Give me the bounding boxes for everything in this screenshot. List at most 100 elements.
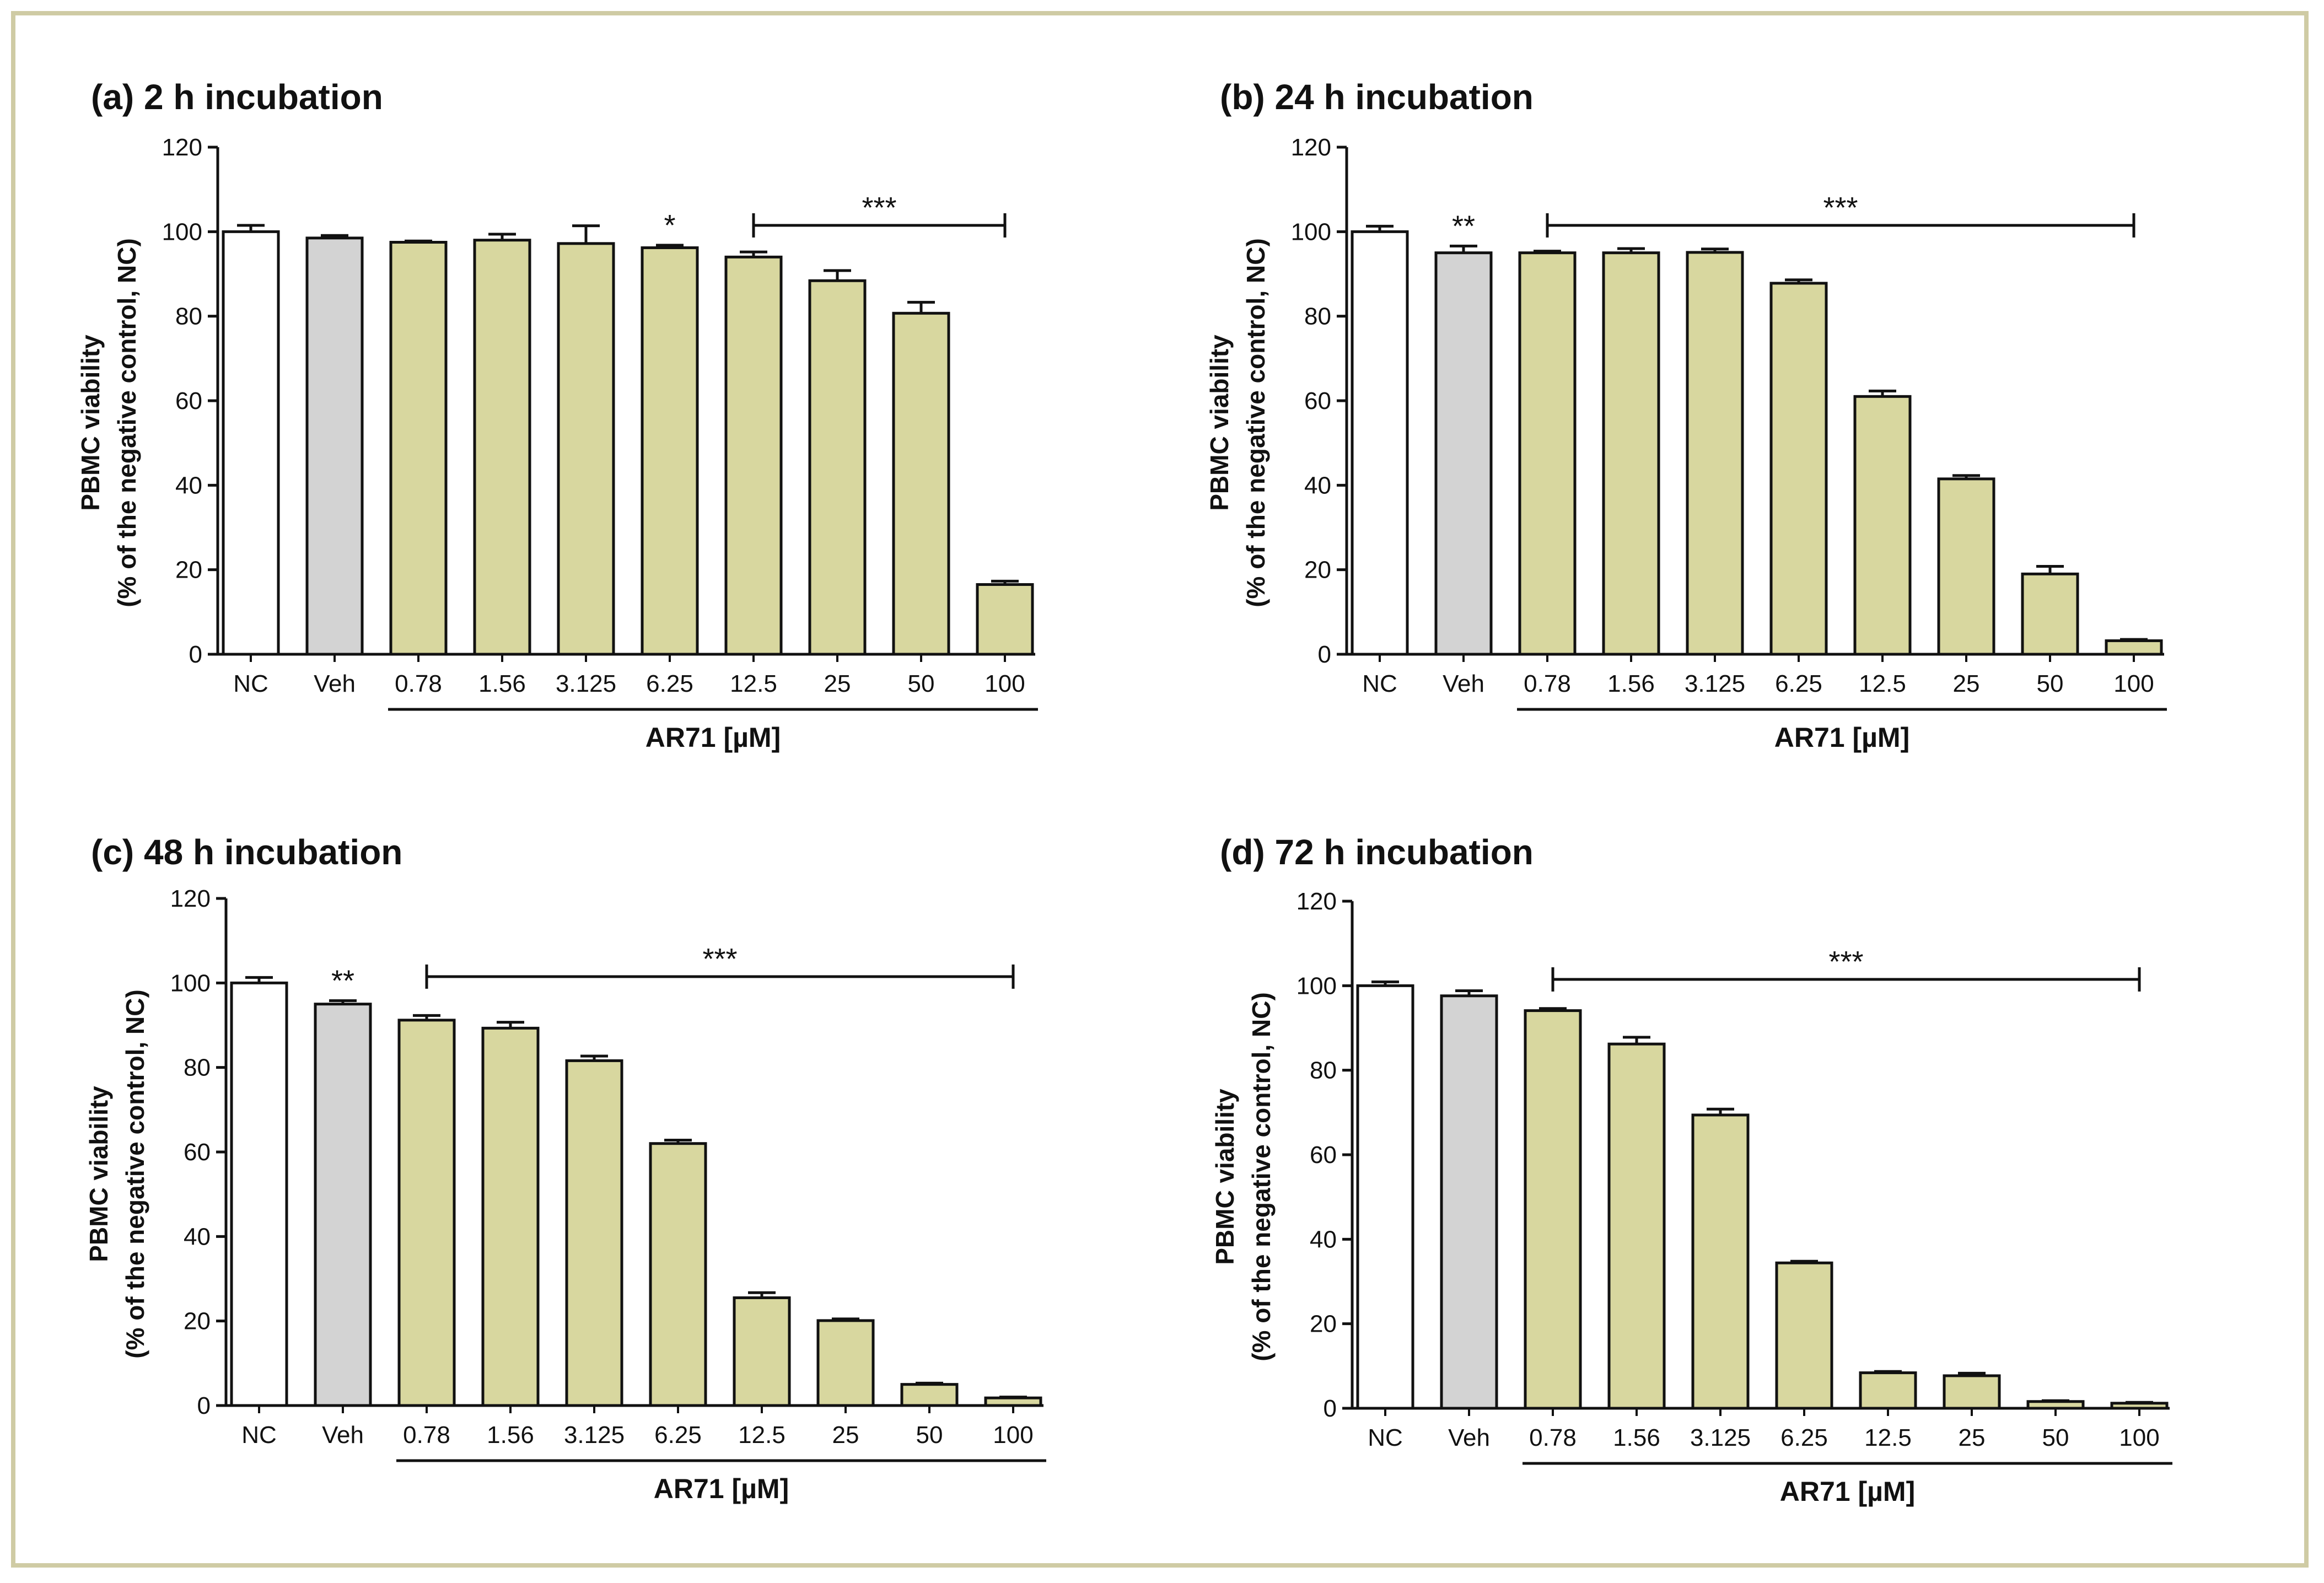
y-axis-label-line1: PBMC viability	[1205, 335, 1234, 511]
bar-12.5	[724, 255, 783, 656]
bar-Veh	[1440, 994, 1498, 1410]
x-tick-label: 100	[2119, 1424, 2159, 1451]
y-tick-label: 100	[1291, 218, 1331, 245]
x-tick-label: 1.56	[1607, 670, 1655, 697]
y-tick-label: 120	[1297, 888, 1337, 915]
bar-0.78	[389, 241, 448, 656]
y-axis-label-line2: (% of the negative control, NC)	[121, 989, 149, 1359]
bar-NC	[1351, 230, 1409, 656]
x-tick-label: 50	[916, 1422, 943, 1449]
bar-1.56	[1607, 1042, 1666, 1410]
bar-6.25	[1769, 282, 1828, 656]
bar-25	[808, 279, 867, 656]
y-tick-label: 100	[170, 970, 211, 997]
bar-0.78	[397, 1019, 456, 1407]
x-tick-label: NC	[233, 670, 268, 697]
bar-50	[2021, 572, 2079, 656]
bar-12.5	[733, 1296, 791, 1407]
x-tick-label: 0.78	[1524, 670, 1571, 697]
y-tick-label: 20	[175, 557, 202, 584]
panel-title: (d) 72 h incubation	[1220, 832, 1534, 872]
x-tick-label: 0.78	[1529, 1424, 1577, 1451]
x-tick-label: 100	[993, 1422, 1033, 1449]
y-tick-label: 120	[1291, 134, 1331, 161]
y-tick-label: 40	[184, 1223, 211, 1250]
significance-marker: **	[1452, 209, 1475, 243]
x-tick-label: 50	[2042, 1424, 2069, 1451]
y-tick-label: 100	[1297, 972, 1337, 999]
chart-panel-b: (b) 24 h incubation 0 20 40 60 80 100 120 PBMC v…	[1205, 77, 2167, 753]
y-tick-label: 60	[1310, 1142, 1337, 1169]
bar-Veh	[305, 236, 364, 656]
y-tick-label: 120	[170, 885, 211, 912]
bar-100	[2105, 639, 2163, 656]
significance-marker: ***	[1828, 945, 1863, 978]
y-tick-label: 40	[175, 472, 202, 499]
bar-1.56	[1602, 251, 1660, 656]
bar-12.5	[1853, 395, 1912, 656]
x-tick-label: 3.125	[1685, 670, 1745, 697]
y-tick-label: 80	[184, 1054, 211, 1081]
x-tick-label: Veh	[1448, 1424, 1490, 1451]
chart-panel-c: (c) 48 h incubation 0 20 40 60 80 100 120 PBMC v…	[84, 832, 1046, 1504]
bar-NC	[222, 230, 280, 656]
bar-NC	[1356, 984, 1414, 1410]
y-tick-label: 100	[162, 218, 202, 245]
x-tick-label: 12.5	[1859, 670, 1906, 697]
x-tick-label: 1.56	[478, 670, 526, 697]
x-tick-label: 25	[832, 1422, 859, 1449]
x-tick-label: 3.125	[556, 670, 616, 697]
bar-100	[976, 583, 1034, 656]
bar-3.125	[565, 1059, 623, 1407]
bar-Veh	[314, 1003, 372, 1407]
bar-100	[984, 1396, 1042, 1407]
x-axis-label: AR71 [µM]	[654, 1473, 789, 1504]
bar-3.125	[1691, 1113, 1750, 1410]
y-tick-label: 0	[1324, 1395, 1337, 1422]
bar-0.78	[1518, 251, 1577, 656]
bar-3.125	[557, 242, 615, 656]
bar-100	[2110, 1402, 2169, 1410]
x-tick-label: Veh	[322, 1422, 364, 1449]
x-tick-label: NC	[1362, 670, 1397, 697]
x-tick-label: 3.125	[564, 1422, 625, 1449]
x-tick-label: 1.56	[487, 1422, 534, 1449]
y-axis-label: PBMC viability (% of the negative control…	[76, 238, 141, 607]
x-tick-label: 25	[824, 670, 851, 697]
y-tick-label: 120	[162, 134, 202, 161]
x-tick-label: 1.56	[1613, 1424, 1660, 1451]
significance-marker: **	[331, 965, 354, 998]
bar-25	[816, 1319, 875, 1407]
y-axis-label: PBMC viability (% of the negative control…	[84, 989, 149, 1359]
bar-6.25	[649, 1142, 707, 1407]
x-tick-label: Veh	[1443, 670, 1484, 697]
y-axis-label: PBMC viability (% of the negative control…	[1205, 238, 1270, 607]
y-tick-label: 60	[175, 387, 202, 414]
x-tick-label: 50	[908, 670, 935, 697]
significance-marker: ***	[702, 943, 737, 976]
x-tick-label: 100	[2113, 670, 2154, 697]
x-tick-label: 0.78	[395, 670, 442, 697]
y-tick-label: 40	[1310, 1226, 1337, 1253]
significance-marker: *	[664, 209, 675, 242]
y-tick-label: 0	[197, 1392, 211, 1419]
x-tick-label: 50	[2037, 670, 2064, 697]
bar-50	[892, 311, 950, 656]
y-tick-label: 80	[1304, 303, 1331, 330]
bar-0.78	[1524, 1009, 1582, 1410]
bar-1.56	[481, 1026, 540, 1407]
x-tick-label: 25	[1959, 1424, 1986, 1451]
x-tick-label: 6.25	[1775, 670, 1822, 697]
bar-12.5	[1859, 1371, 1917, 1410]
y-axis-label-line2: (% of the negative control, NC)	[112, 238, 141, 607]
y-tick-label: 20	[1304, 557, 1331, 584]
bar-6.25	[641, 246, 699, 656]
x-tick-label: 0.78	[403, 1422, 450, 1449]
x-axis-label: AR71 [µM]	[645, 722, 781, 753]
y-tick-label: 40	[1304, 472, 1331, 499]
x-tick-label: NC	[241, 1422, 277, 1449]
y-tick-label: 20	[1310, 1311, 1337, 1338]
panel-title: (a) 2 h incubation	[91, 77, 383, 117]
y-axis-label-line1: PBMC viability	[84, 1086, 113, 1262]
